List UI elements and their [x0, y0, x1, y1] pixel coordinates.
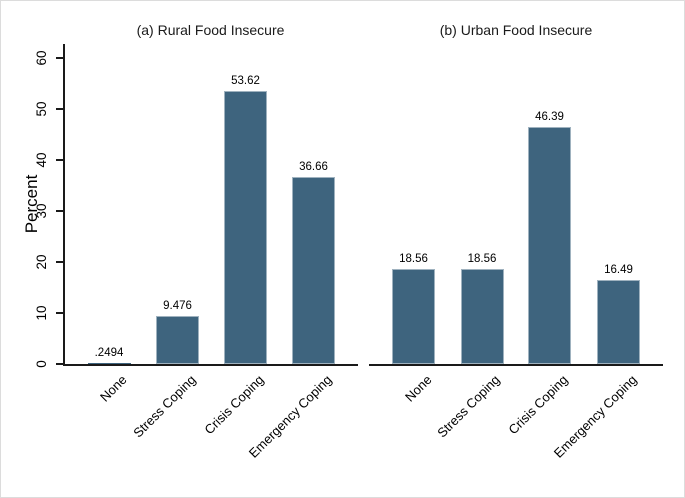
y-tick-label: 0	[34, 360, 49, 368]
bar-value-label: 18.56	[399, 253, 428, 266]
y-tick-label: 10	[34, 305, 49, 321]
y-tick-label: 50	[34, 101, 49, 117]
x-axis-label: Stress Coping	[434, 372, 503, 441]
panel-a-title: (a) Rural Food Insecure	[136, 22, 285, 38]
bar	[87, 362, 131, 364]
y-tick-label: 20	[34, 254, 49, 270]
x-axis-label: None	[97, 372, 130, 405]
y-tick-label: 30	[34, 203, 49, 219]
y-axis-line	[63, 44, 65, 366]
y-tick	[56, 312, 63, 314]
x-axis-line	[63, 364, 358, 366]
bar-value-label: 18.56	[467, 253, 497, 266]
bar-value-label: 9.476	[163, 299, 192, 312]
bar	[460, 269, 504, 364]
bar	[528, 127, 571, 364]
panel-b-title: (b) Urban Food Insecure	[439, 22, 593, 38]
bar-value-label: .2494	[94, 346, 124, 359]
x-axis-label: None	[401, 372, 435, 405]
y-tick-label: 60	[34, 50, 49, 66]
bar-value-label: 16.49	[604, 263, 633, 276]
bar-value-label: 46.39	[535, 111, 564, 124]
bar	[156, 315, 199, 364]
bar	[224, 90, 267, 364]
x-axis-line	[369, 364, 663, 366]
y-tick	[56, 57, 63, 59]
y-tick	[56, 210, 63, 212]
x-axis-label: Stress Coping	[129, 372, 199, 441]
y-tick	[56, 159, 63, 161]
bar	[597, 279, 640, 364]
y-tick-label: 40	[34, 152, 49, 168]
bar-value-label: 36.66	[299, 161, 328, 174]
y-tick	[56, 261, 63, 263]
y-tick	[56, 363, 63, 365]
bar	[292, 177, 335, 364]
bar-value-label: 53.62	[231, 74, 260, 87]
x-axis-label: Crisis Coping	[504, 372, 571, 438]
bar	[392, 269, 435, 364]
x-axis-label: Crisis Coping	[200, 372, 267, 438]
y-tick	[56, 108, 63, 110]
